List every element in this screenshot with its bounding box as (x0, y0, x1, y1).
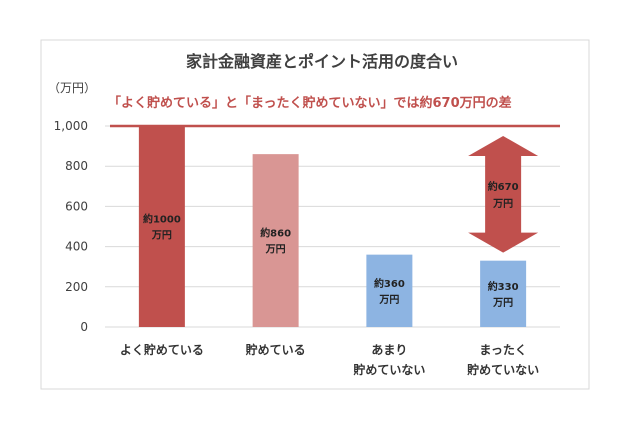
bar (480, 260, 527, 327)
bar-data-label: 約860 (260, 227, 291, 240)
x-tick-label: まったく (479, 343, 527, 357)
chart-title: 家計金融資産とポイント活用の度合い (186, 52, 458, 71)
bar (366, 254, 413, 327)
bar-data-label: 約330 (488, 280, 519, 293)
y-axis-ticks: 0 200 400 600 800 1,000 (54, 119, 88, 334)
difference-arrow: 約670 万円 (468, 136, 539, 253)
y-tick-label: 1,000 (54, 119, 88, 133)
y-tick-label: 200 (65, 280, 88, 294)
x-tick-label: 貯めていない (353, 362, 425, 377)
bar-data-label: 万円 (492, 297, 513, 309)
x-tick-label: よく貯めている (120, 342, 204, 357)
y-tick-label: 0 (80, 320, 88, 334)
bar-data-label: 約1000 (143, 213, 181, 226)
y-tick-label: 800 (65, 159, 88, 173)
bar-data-label: 約360 (374, 277, 405, 290)
y-tick-label: 400 (65, 240, 88, 254)
y-tick-label: 600 (65, 199, 88, 213)
bar-data-label: 万円 (265, 244, 286, 256)
reference-line-label: 「よく貯めている」と「まったく貯めていない」では約670万円の差 (108, 95, 512, 111)
y-axis-unit-label: （万円） (48, 81, 96, 95)
bar-data-label: 万円 (151, 230, 172, 242)
difference-arrow-shape (468, 136, 539, 253)
x-tick-label: 貯めている (246, 342, 306, 357)
difference-arrow-label: 万円 (492, 198, 513, 210)
bar (252, 154, 299, 327)
x-tick-label: あまり (371, 343, 407, 357)
bar (138, 126, 185, 327)
x-tick-label: 貯めていない (467, 362, 539, 377)
bars (138, 126, 527, 327)
difference-arrow-label: 約670 (488, 180, 519, 193)
bar-data-label: 万円 (378, 294, 399, 306)
